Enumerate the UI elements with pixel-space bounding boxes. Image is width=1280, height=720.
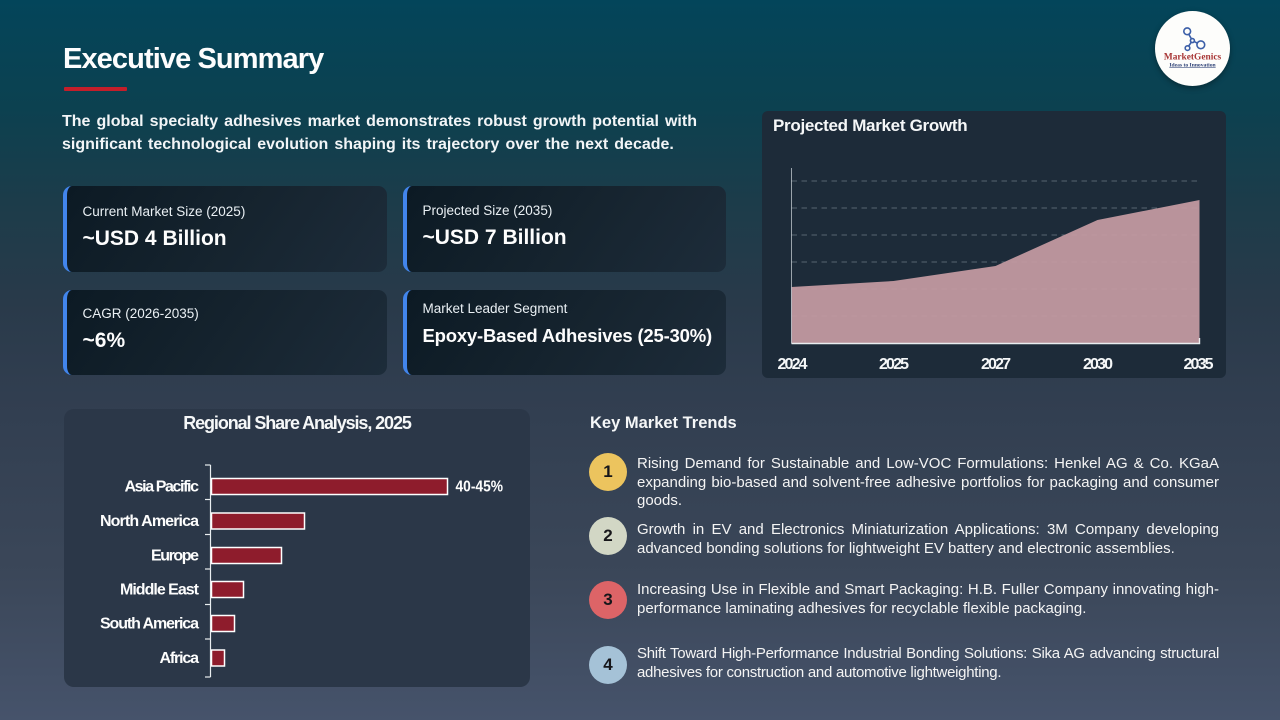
svg-text:2025: 2025 xyxy=(879,356,909,373)
svg-text:North America: North America xyxy=(100,513,199,530)
svg-text:South America: South America xyxy=(100,616,199,633)
svg-text:Europe: Europe xyxy=(151,548,199,565)
svg-text:2024: 2024 xyxy=(778,356,808,373)
svg-text:2030: 2030 xyxy=(1083,356,1113,373)
svg-text:Ideas to Innovation: Ideas to Innovation xyxy=(1169,62,1216,68)
svg-text:Middle East: Middle East xyxy=(120,582,200,599)
svg-text:2035: 2035 xyxy=(1184,356,1214,373)
svg-text:Africa: Africa xyxy=(160,650,200,667)
svg-text:Asia Pacific: Asia Pacific xyxy=(125,479,200,496)
svg-text:2027: 2027 xyxy=(981,356,1011,373)
svg-text:MarketGenics: MarketGenics xyxy=(1164,52,1222,62)
svg-text:40-45%: 40-45% xyxy=(456,479,504,496)
